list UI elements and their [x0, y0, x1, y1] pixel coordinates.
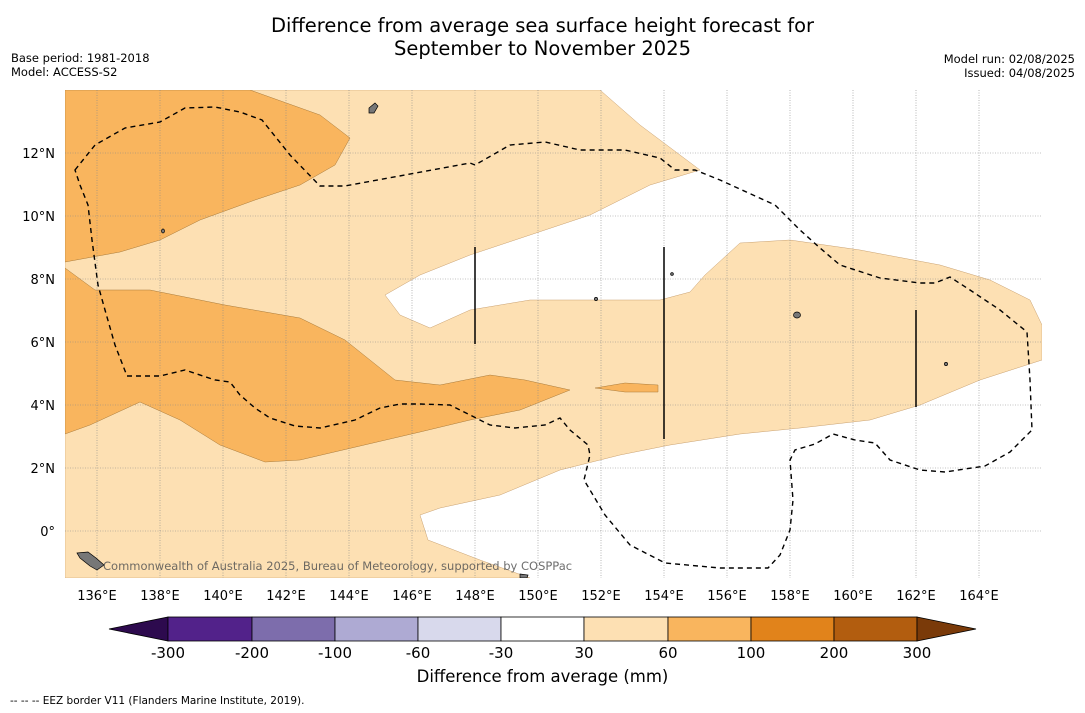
- islands: [76, 102, 948, 578]
- issued-date: Issued: 04/08/2025: [964, 66, 1075, 80]
- eez-footnote: -- -- -- EEZ border V11 (Flanders Marine…: [10, 695, 305, 707]
- colorbar-segment: [251, 616, 336, 642]
- lon-tick: 160°E: [833, 589, 873, 604]
- lon-tick: 146°E: [392, 589, 432, 604]
- colorbar-segment: [833, 616, 918, 642]
- colorbar-segment: [667, 616, 752, 642]
- map-plot: Commonwealth of Australia 2025, Bureau o…: [65, 90, 1042, 578]
- colorbar-tick: -30: [489, 644, 514, 662]
- colorbar-tick: 300: [903, 644, 932, 662]
- lon-tick: 142°E: [266, 589, 306, 604]
- colorbar-tick: -200: [235, 644, 269, 662]
- base-period: Base period: 1981-2018: [11, 51, 150, 65]
- model-run: Model run: 02/08/2025: [943, 52, 1075, 66]
- lat-tick: 2°N: [31, 462, 56, 477]
- colorbar-segment: [167, 616, 253, 642]
- lon-tick: 162°E: [896, 589, 936, 604]
- title-line-2: September to November 2025: [393, 37, 692, 60]
- meta-left: Base period: 1981-2018 Model: ACCESS-S2: [11, 51, 150, 79]
- lon-tick: 154°E: [644, 589, 684, 604]
- colorbar: [108, 616, 977, 642]
- map-title: Difference from average sea surface heig…: [0, 14, 1085, 60]
- lon-tick: 144°E: [329, 589, 369, 604]
- vertical-markers: [474, 247, 917, 439]
- colorbar-segment: [417, 616, 502, 642]
- colorbar-low-extension: [108, 616, 169, 642]
- lon-tick: 148°E: [455, 589, 495, 604]
- meta-right: Model run: 02/08/2025 Issued: 04/08/2025: [944, 52, 1075, 80]
- lon-tick: 140°E: [203, 589, 243, 604]
- lon-tick: 158°E: [770, 589, 810, 604]
- title-line-1: Difference from average sea surface heig…: [270, 14, 815, 37]
- model-name: Model: ACCESS-S2: [11, 65, 118, 79]
- lon-tick: 138°E: [140, 589, 180, 604]
- colorbar-tick: 30: [574, 644, 593, 662]
- grid-lines: [65, 90, 1042, 578]
- lon-tick: 156°E: [707, 589, 747, 604]
- lat-tick: 0°: [40, 525, 55, 540]
- colorbar-segment: [500, 616, 585, 642]
- colorbar-segment: [750, 616, 835, 642]
- lat-tick-labels: 12°N 10°N 8°N 6°N 4°N 2°N 0°: [22, 147, 55, 540]
- lat-tick: 10°N: [22, 210, 55, 225]
- lon-tick: 136°E: [77, 589, 117, 604]
- colorbar-ticks: -300 -200 -100 -60 -30 30 60 100 200 300: [151, 644, 931, 662]
- colorbar-tick: -100: [318, 644, 352, 662]
- colorbar-tick: 200: [820, 644, 849, 662]
- colorbar-segment: [334, 616, 419, 642]
- lat-tick: 8°N: [31, 273, 56, 288]
- colorbar-label: Difference from average (mm): [416, 667, 669, 686]
- colorbar-segment: [583, 616, 669, 642]
- lon-tick-labels: 136°E 138°E 140°E 142°E 144°E 146°E 148°…: [77, 589, 999, 604]
- lon-tick: 152°E: [581, 589, 621, 604]
- lat-tick: 4°N: [31, 399, 56, 414]
- copyright-text: Commonwealth of Australia 2025, Bureau o…: [103, 559, 572, 573]
- lon-tick: 150°E: [518, 589, 558, 604]
- contour-60-100-small: [594, 382, 659, 393]
- colorbar-tick: -300: [151, 644, 185, 662]
- contour-60-100-north: [65, 90, 351, 263]
- colorbar-tick: 60: [658, 644, 677, 662]
- colorbar-tick: -60: [406, 644, 431, 662]
- colorbar-tick: 100: [737, 644, 766, 662]
- colorbar-high-extension: [916, 616, 977, 642]
- eez-border: [74, 106, 1033, 569]
- lat-tick: 12°N: [22, 147, 55, 162]
- lat-tick: 6°N: [31, 336, 56, 351]
- lon-tick: 164°E: [959, 589, 999, 604]
